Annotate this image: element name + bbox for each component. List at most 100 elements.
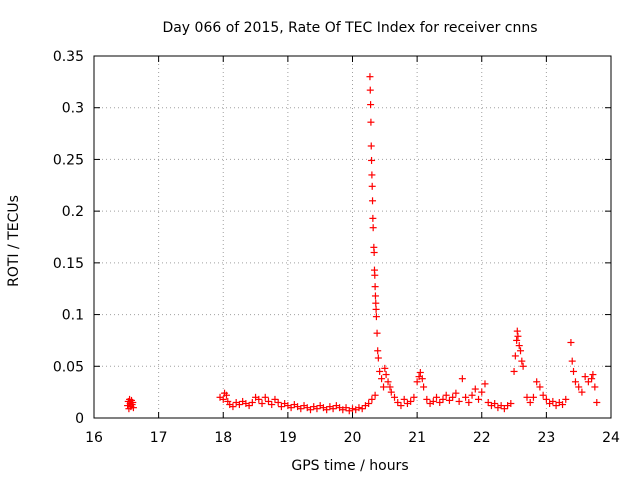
data-point xyxy=(571,378,579,386)
data-point xyxy=(439,395,447,403)
data-point xyxy=(366,86,374,94)
data-points xyxy=(124,73,601,415)
data-point xyxy=(471,385,479,393)
data-point xyxy=(584,378,592,386)
data-point xyxy=(378,375,386,383)
data-point xyxy=(539,391,547,399)
data-point xyxy=(323,406,331,414)
data-point xyxy=(374,354,382,362)
data-point xyxy=(371,292,379,300)
data-point xyxy=(219,395,227,403)
data-point xyxy=(423,395,431,403)
data-point xyxy=(371,271,379,279)
x-tick-label: 17 xyxy=(150,430,168,446)
data-point xyxy=(371,391,379,399)
data-point xyxy=(519,362,527,370)
data-point xyxy=(370,249,378,257)
data-point xyxy=(367,101,375,109)
y-tick-label: 0.35 xyxy=(53,49,84,65)
data-point xyxy=(589,371,597,379)
data-point xyxy=(369,197,377,205)
data-point xyxy=(245,402,253,410)
data-point xyxy=(329,405,337,413)
data-point xyxy=(382,371,390,379)
data-point xyxy=(513,336,521,344)
data-point xyxy=(429,397,437,405)
data-point xyxy=(491,400,499,408)
data-point xyxy=(248,398,256,406)
data-point xyxy=(533,378,541,386)
data-point xyxy=(313,405,321,413)
chart-title: Day 066 of 2015, Rate Of TEC Index for r… xyxy=(162,20,537,36)
data-point xyxy=(368,395,376,403)
data-point xyxy=(367,142,375,150)
data-point xyxy=(397,402,405,410)
data-point xyxy=(559,401,567,409)
data-point xyxy=(369,214,377,222)
y-tick-label: 0.2 xyxy=(62,204,84,220)
data-point xyxy=(526,398,534,406)
y-tick-label: 0 xyxy=(75,411,84,427)
data-point xyxy=(575,383,583,391)
x-tick-label: 19 xyxy=(279,430,297,446)
data-point xyxy=(229,403,237,411)
data-point xyxy=(368,171,376,179)
data-point xyxy=(277,403,285,411)
data-point xyxy=(386,383,394,391)
data-point xyxy=(342,404,350,412)
data-point xyxy=(368,156,376,164)
data-point xyxy=(349,405,356,413)
y-tick-label: 0.1 xyxy=(62,308,84,324)
data-point xyxy=(222,391,230,399)
x-tick-label: 18 xyxy=(214,430,232,446)
data-point xyxy=(514,332,522,340)
data-point xyxy=(407,397,415,405)
x-tick-label: 24 xyxy=(602,430,620,446)
data-point xyxy=(372,299,380,307)
x-tick-label: 21 xyxy=(408,430,426,446)
data-point xyxy=(518,357,526,365)
y-tick-label: 0.3 xyxy=(62,101,84,117)
data-point xyxy=(511,352,519,360)
data-point xyxy=(593,398,601,406)
data-point xyxy=(468,391,476,399)
data-point xyxy=(287,404,295,412)
data-point xyxy=(510,367,518,375)
y-tick-label: 0.15 xyxy=(53,256,84,272)
data-point xyxy=(129,404,137,412)
ticks: 16 17 18 19 20 21 22 23 24 0 0.05 0.1 0.15 0.2 0.25 0.3… xyxy=(53,49,620,446)
data-point xyxy=(591,383,599,391)
data-point xyxy=(129,398,137,406)
data-point xyxy=(568,357,576,365)
data-point xyxy=(391,393,399,401)
data-point xyxy=(436,398,444,406)
data-point xyxy=(455,397,463,405)
data-point xyxy=(452,389,460,397)
data-point xyxy=(536,383,544,391)
data-point xyxy=(484,398,492,406)
data-point xyxy=(368,182,376,190)
data-point xyxy=(481,380,489,388)
data-point xyxy=(410,393,418,401)
data-point xyxy=(418,375,426,383)
y-axis-label: ROTI / TECUs xyxy=(6,195,22,287)
data-point xyxy=(380,383,388,391)
data-point xyxy=(374,347,382,355)
data-point xyxy=(507,400,515,408)
data-point xyxy=(578,388,586,396)
data-point xyxy=(271,395,279,403)
grid xyxy=(94,56,611,418)
data-point xyxy=(367,118,375,126)
data-point xyxy=(258,400,266,408)
data-point xyxy=(384,378,392,386)
data-point xyxy=(462,393,470,401)
x-tick-label: 23 xyxy=(537,430,555,446)
data-point xyxy=(420,383,428,391)
data-point xyxy=(475,395,483,403)
data-point xyxy=(515,342,523,350)
data-point xyxy=(381,364,389,372)
data-point xyxy=(497,402,505,410)
data-point xyxy=(552,402,560,410)
data-point xyxy=(562,395,570,403)
data-point xyxy=(297,405,305,413)
